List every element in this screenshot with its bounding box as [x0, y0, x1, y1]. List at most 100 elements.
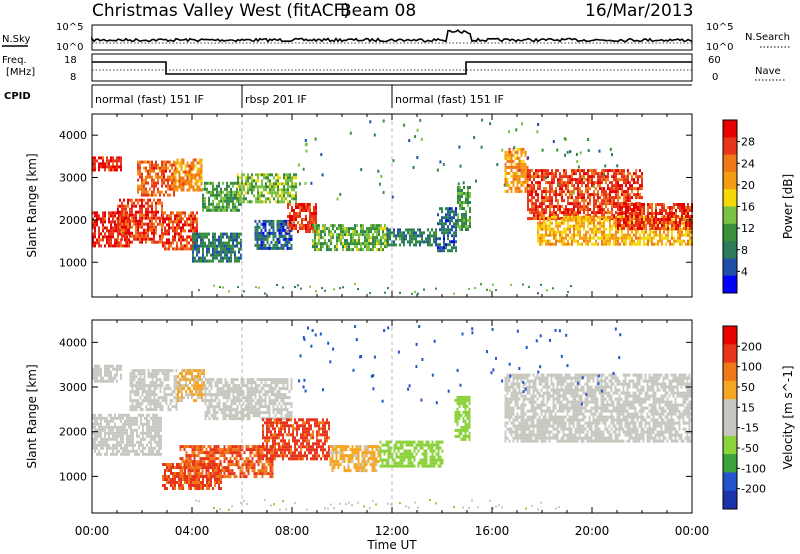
- data-cell: [196, 235, 198, 239]
- data-cell: [635, 218, 637, 221]
- data-cell: [368, 233, 370, 237]
- data-cell: [174, 247, 176, 251]
- data-cell: [137, 237, 139, 241]
- data-cell: [567, 181, 569, 185]
- data-cell: [234, 205, 236, 209]
- data-cell: [539, 205, 541, 209]
- data-cell: [344, 233, 346, 237]
- data-cell: [635, 169, 637, 173]
- data-cell: [145, 237, 147, 241]
- data-cell: [659, 239, 661, 243]
- data-cell: [282, 286, 284, 289]
- data-cell: [169, 408, 172, 412]
- data-cell: [206, 259, 208, 263]
- data-cell: [159, 237, 161, 241]
- data-cell: [171, 166, 173, 170]
- data-cell: [153, 390, 156, 394]
- data-cell: [102, 229, 104, 233]
- data-cell: [151, 381, 154, 385]
- data-cell: [121, 222, 123, 226]
- data-cell: [192, 188, 195, 192]
- data-cell: [262, 243, 265, 247]
- data-cell: [137, 381, 140, 385]
- data-cell: [146, 422, 148, 426]
- data-cell: [293, 224, 295, 227]
- data-cell: [155, 207, 157, 211]
- data-cell: [374, 224, 376, 228]
- data-cell: [623, 215, 625, 219]
- data-cell: [228, 196, 230, 200]
- data-cell: [104, 416, 106, 420]
- data-cell: [212, 232, 214, 236]
- data-cell: [226, 190, 228, 194]
- data-cell: [395, 234, 397, 238]
- data-cell: [667, 230, 669, 234]
- data-cell: [180, 226, 182, 230]
- data-cell: [133, 237, 135, 241]
- data-cell: [212, 181, 214, 185]
- data-cell: [202, 193, 204, 197]
- data-cell: [641, 212, 643, 215]
- data-cell: [133, 219, 135, 223]
- data-cell: [535, 199, 537, 203]
- data-cell: [591, 227, 593, 231]
- data-cell: [633, 181, 635, 185]
- data-cell: [443, 240, 445, 244]
- data-cell: [100, 452, 102, 456]
- data-cell: [631, 187, 633, 191]
- data-cell: [257, 197, 259, 201]
- data-cell: [565, 181, 567, 185]
- data-cell: [575, 233, 577, 237]
- data-cell: [236, 199, 238, 203]
- data-cell: [301, 227, 303, 230]
- data-cell: [295, 182, 297, 186]
- data-cell: [431, 243, 433, 247]
- data-cell: [374, 245, 376, 249]
- data-cell: [305, 206, 307, 209]
- data-cell: [181, 375, 183, 379]
- data-cell: [597, 184, 599, 188]
- data-cell: [587, 208, 589, 212]
- data-cell: [541, 190, 543, 194]
- data-cell: [563, 230, 565, 234]
- data-cell: [243, 173, 245, 177]
- data-cell: [673, 206, 675, 209]
- data-cell: [675, 209, 677, 212]
- data-cell: [200, 173, 203, 177]
- data-cell: [116, 373, 118, 377]
- data-cell: [667, 218, 669, 221]
- data-cell: [104, 443, 106, 447]
- data-cell: [257, 191, 259, 195]
- data-cell: [186, 238, 188, 242]
- data-cell: [291, 179, 293, 183]
- data-cell: [112, 379, 114, 383]
- data-cell: [603, 214, 605, 218]
- data-cell: [224, 193, 226, 197]
- data-cell: [393, 231, 395, 235]
- data-cell: [151, 216, 153, 220]
- data-cell: [264, 292, 266, 295]
- data-cell: [148, 440, 150, 444]
- data-cell: [234, 256, 236, 260]
- data-cell: [553, 233, 555, 237]
- data-cell: [108, 168, 110, 172]
- data-cell: [374, 236, 376, 240]
- data-cell: [553, 230, 555, 234]
- cpid-segment-label: normal (fast) 151 IF: [95, 93, 204, 106]
- data-cell: [512, 174, 515, 178]
- data-cell: [575, 196, 577, 200]
- data-cell: [232, 199, 234, 203]
- data-cell: [128, 419, 130, 423]
- data-cell: [94, 367, 96, 371]
- data-cell: [262, 225, 265, 229]
- data-cell: [147, 193, 149, 197]
- data-cell: [314, 224, 316, 228]
- data-cell: [531, 199, 533, 203]
- data-cell: [621, 212, 623, 215]
- data-cell: [141, 387, 144, 391]
- data-cell: [576, 160, 579, 164]
- data-cell: [447, 219, 449, 223]
- data-cell: [661, 242, 663, 246]
- data-cell: [593, 218, 595, 222]
- data-cell: [141, 393, 144, 397]
